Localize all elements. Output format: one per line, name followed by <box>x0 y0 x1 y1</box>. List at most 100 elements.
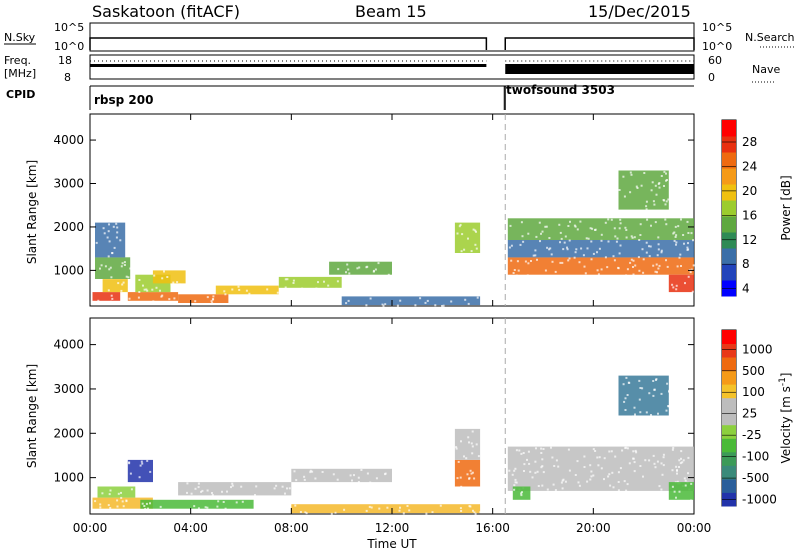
velocity-speckle <box>627 381 630 384</box>
power-speckle <box>110 276 113 279</box>
power-ylabel: Slant Range [km] <box>25 160 39 264</box>
power-colorbar-segment <box>722 232 736 249</box>
power-speckle <box>476 296 479 299</box>
power-speckle <box>210 300 213 303</box>
power-speckle <box>678 256 681 259</box>
power-speckle <box>638 239 641 241</box>
power-speckle <box>467 237 469 240</box>
power-speckle <box>660 175 663 177</box>
power-patch-10 <box>329 261 392 275</box>
power-speckle <box>178 283 181 286</box>
power-speckle <box>682 234 685 236</box>
velocity-colorbar-label: Velocity [m s-1] <box>778 373 793 464</box>
velocity-speckle <box>653 388 656 391</box>
power-speckle <box>527 262 530 265</box>
velocity-speckle <box>667 405 670 408</box>
power-speckle <box>665 259 667 262</box>
power-speckle <box>610 218 613 221</box>
velocity-speckle <box>648 459 651 462</box>
freq-tick-top: 18 <box>58 54 72 67</box>
power-speckle <box>590 240 593 243</box>
power-speckle <box>123 264 126 266</box>
velocity-speckle <box>523 470 525 472</box>
velocity-speckle <box>562 478 565 481</box>
power-speckle <box>107 230 110 233</box>
power-speckle <box>382 304 385 307</box>
velocity-speckle <box>459 507 462 510</box>
velocity-speckle <box>145 502 148 505</box>
velocity-speckle <box>542 471 545 474</box>
velocity-speckle <box>529 470 532 473</box>
power-speckle <box>223 290 226 293</box>
power-speckle <box>110 294 113 297</box>
velocity-colorbar-tick-label: -100 <box>742 450 769 464</box>
velocity-speckle <box>231 482 234 485</box>
velocity-speckle <box>230 486 232 489</box>
velocity-speckle <box>193 505 196 508</box>
velocity-speckle <box>672 446 675 449</box>
velocity-speckle <box>477 455 480 458</box>
velocity-speckle <box>109 507 112 509</box>
velocity-speckle <box>639 411 642 414</box>
power-speckle <box>238 288 241 291</box>
power-speckle <box>458 225 461 228</box>
velocity-speckle <box>94 500 97 503</box>
velocity-patch-4 <box>178 482 292 496</box>
velocity-speckle <box>425 512 428 515</box>
velocity-speckle <box>463 455 465 458</box>
velocity-colorbar-segment <box>722 478 736 493</box>
velocity-speckle <box>687 472 689 475</box>
power-speckle <box>524 260 527 263</box>
power-speckle <box>292 279 295 282</box>
power-speckle <box>632 259 635 262</box>
velocity-speckle <box>632 457 635 460</box>
power-speckle <box>551 260 554 263</box>
velocity-speckle <box>567 448 570 451</box>
velocity-speckle <box>680 450 683 453</box>
velocity-speckle <box>617 481 620 483</box>
velocity-speckle <box>398 509 401 512</box>
power-speckle <box>630 235 633 238</box>
velocity-colorbar-segment <box>722 465 736 480</box>
power-speckle <box>589 227 592 230</box>
power-speckle <box>347 268 350 271</box>
power-colorbar-tick-label: 28 <box>742 135 757 149</box>
velocity-speckle <box>520 452 523 455</box>
velocity-speckle <box>527 450 530 453</box>
velocity-speckle <box>541 465 544 468</box>
power-speckle <box>475 230 477 233</box>
power-speckle <box>613 259 616 262</box>
power-speckle <box>472 228 475 231</box>
power-speckle <box>637 256 640 259</box>
velocity-speckle <box>431 511 434 514</box>
power-patch-13 <box>507 257 694 275</box>
velocity-speckle <box>474 512 477 515</box>
power-speckle <box>653 203 656 206</box>
power-speckle <box>377 262 380 265</box>
velocity-speckle <box>107 504 110 507</box>
velocity-speckle <box>531 476 534 479</box>
velocity-speckle <box>206 506 209 509</box>
power-speckle <box>625 229 628 231</box>
power-speckle <box>163 270 165 273</box>
velocity-speckle <box>281 485 284 488</box>
power-speckle <box>660 251 663 254</box>
power-speckle <box>145 288 148 291</box>
velocity-speckle <box>638 379 641 382</box>
power-speckle <box>645 200 648 203</box>
velocity-speckle <box>439 504 442 507</box>
power-speckle <box>683 242 685 245</box>
x-tick-label: 12:00 <box>375 521 410 535</box>
velocity-colorbar-segment <box>722 357 736 372</box>
velocity-speckle <box>211 492 213 494</box>
power-patch-6 <box>152 270 186 284</box>
velocity-speckle <box>149 470 152 473</box>
power-speckle <box>516 260 519 263</box>
power-speckle <box>617 267 620 270</box>
power-speckle <box>690 232 693 235</box>
velocity-colorbar-segment <box>722 424 736 439</box>
power-patch-2 <box>95 257 131 279</box>
velocity-speckle <box>139 464 142 467</box>
velocity-speckle <box>408 509 411 512</box>
power-speckle <box>665 172 667 175</box>
